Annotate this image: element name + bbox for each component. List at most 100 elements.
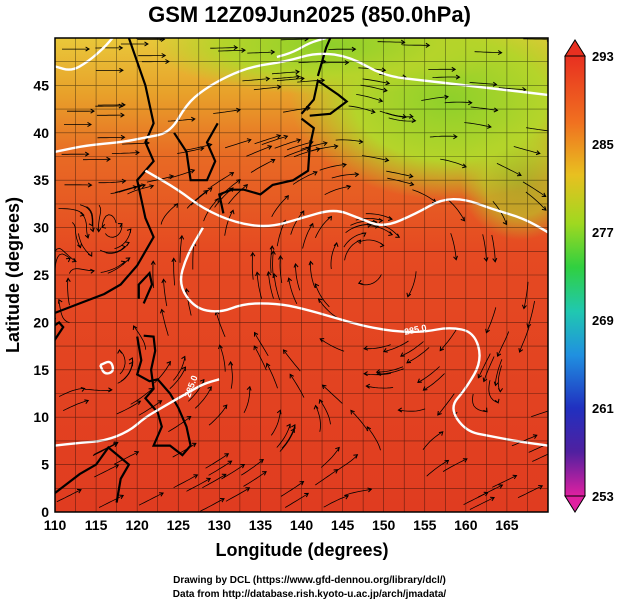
streamline-arrow: [191, 442, 197, 448]
streamline: [93, 442, 118, 455]
streamline-arrow: [144, 41, 149, 47]
streamline: [366, 385, 394, 389]
streamline: [98, 495, 124, 508]
streamline-arrow: [276, 134, 282, 139]
streamline: [463, 492, 488, 505]
y-tick-labels: 0 5 10 15 20 25 30 35 40 45: [33, 77, 49, 520]
streamline-arrow: [200, 378, 205, 384]
streamline-arrow: [149, 184, 155, 190]
streamline-arrow: [409, 181, 415, 187]
streamline: [474, 51, 502, 54]
streamline: [423, 373, 445, 391]
streamline-arrow: [227, 460, 233, 465]
streamline: [114, 229, 132, 249]
streamline: [513, 146, 540, 154]
streamline-arrow: [382, 87, 388, 93]
streamline-arrow: [455, 74, 461, 80]
streamline: [215, 311, 226, 337]
streamline: [335, 454, 358, 472]
streamline: [84, 389, 112, 391]
streamline: [67, 278, 70, 306]
streamline: [56, 489, 82, 503]
streamline: [173, 258, 175, 286]
streamline-arrow: [375, 369, 381, 374]
streamline-arrow: [438, 431, 444, 436]
streamline-arrow: [71, 257, 77, 263]
streamline: [527, 300, 535, 328]
streamline: [517, 485, 543, 499]
streamline: [398, 408, 426, 412]
streamline: [440, 158, 467, 168]
streamline-arrow: [136, 400, 142, 405]
streamline: [270, 246, 273, 274]
streamline-arrow: [241, 47, 246, 53]
streamline-arrow: [342, 162, 347, 168]
chart-title: GSM 12Z09Jun2025 (850.0hPa): [148, 2, 471, 27]
streamline-arrow: [353, 454, 359, 459]
streamline-arrow: [87, 121, 92, 128]
streamline: [272, 251, 274, 279]
streamline: [273, 273, 281, 301]
streamline: [388, 117, 416, 122]
streamline: [526, 127, 548, 132]
streamline: [172, 443, 197, 458]
streamline-arrow: [312, 171, 318, 176]
streamline-arrow: [218, 344, 223, 350]
streamline-arrow: [541, 192, 547, 198]
streamline-arrow: [490, 496, 495, 502]
streamline-arrow: [477, 373, 483, 379]
streamline-arrow: [171, 257, 177, 263]
streamline-arrow: [77, 243, 82, 249]
streamline-arrow: [313, 404, 319, 410]
streamline: [270, 410, 281, 436]
streamline: [387, 177, 414, 186]
streamline: [360, 84, 387, 92]
streamline: [330, 242, 338, 270]
streamline-arrow: [321, 384, 327, 390]
streamline-arrow: [222, 404, 228, 410]
streamline: [100, 261, 126, 273]
streamline-arrow: [286, 423, 291, 429]
streamline-arrow: [363, 345, 369, 351]
streamline: [314, 283, 330, 308]
streamline-arrow: [411, 118, 417, 123]
x-tick-label: 140: [290, 517, 314, 533]
colorbar-scale: [564, 55, 586, 497]
streamline-arrow: [521, 304, 527, 310]
streamline: [379, 110, 407, 118]
streamline: [284, 147, 310, 158]
isotherm-line: [55, 38, 114, 71]
streamline: [343, 232, 366, 248]
colorbar-tick-label: 261: [592, 401, 614, 416]
streamline-arrow: [250, 251, 256, 257]
streamline: [55, 247, 77, 262]
streamline-arrow: [121, 178, 127, 184]
y-tick-label: 30: [33, 220, 49, 236]
y-tick-label: 20: [33, 314, 49, 330]
colorbar-tick-label: 285: [592, 137, 614, 152]
streamline: [163, 279, 168, 307]
streamline-arrow: [233, 45, 239, 51]
streamline: [377, 41, 405, 43]
streamline-arrow: [265, 76, 271, 82]
streamline: [318, 298, 338, 319]
streamline: [185, 144, 212, 151]
streamline-arrow: [483, 407, 488, 413]
streamline-arrow: [108, 387, 113, 393]
streamline-arrow: [243, 184, 248, 189]
streamline: [472, 393, 488, 413]
streamline-arrow: [333, 144, 339, 150]
streamline-arrow: [289, 373, 294, 379]
x-tick-label: 130: [208, 517, 232, 533]
streamline-arrow: [356, 239, 362, 245]
streamline: [356, 94, 383, 102]
streamline: [230, 361, 233, 389]
streamline-arrow: [282, 349, 288, 355]
streamline: [254, 135, 281, 145]
streamline: [324, 185, 351, 195]
streamline-arrow: [65, 277, 71, 283]
streamline-arrow: [214, 197, 219, 203]
streamline: [185, 288, 192, 316]
streamline: [288, 278, 298, 304]
streamline: [295, 263, 301, 291]
